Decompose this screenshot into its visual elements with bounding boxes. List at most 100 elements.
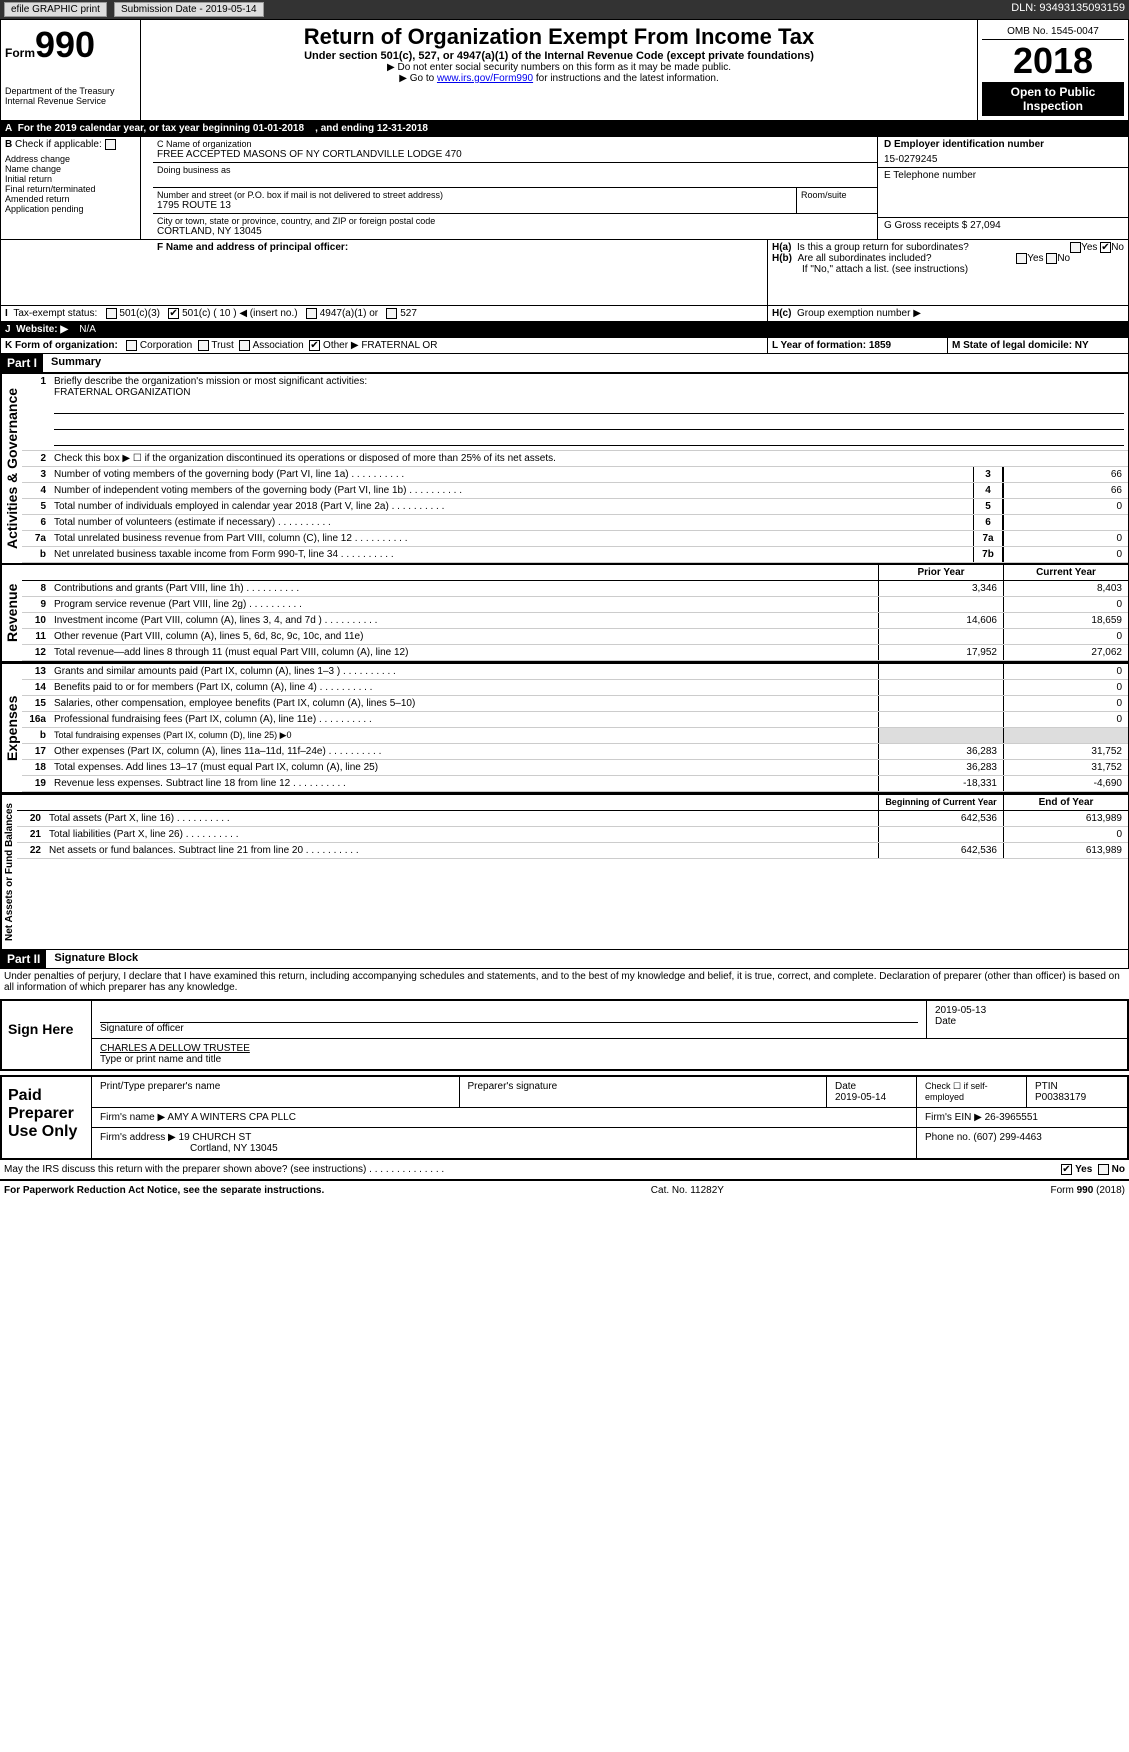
- i-501c3[interactable]: [106, 308, 117, 319]
- end-year-header: End of Year: [1003, 795, 1128, 810]
- beginning-year-header: Beginning of Current Year: [878, 795, 1003, 810]
- line11-current: 0: [1003, 629, 1128, 644]
- paid-preparer-label: Paid Preparer Use Only: [2, 1077, 92, 1158]
- line20-begin: 642,536: [878, 811, 1003, 826]
- discuss-no[interactable]: [1098, 1164, 1109, 1175]
- hc-label: Group exemption number ▶: [797, 308, 921, 319]
- line13-prior: [878, 664, 1003, 679]
- prep-date-value: 2019-05-14: [835, 1092, 886, 1103]
- line17-label: Other expenses (Part IX, column (A), lin…: [50, 744, 878, 759]
- firm-city-value: Cortland, NY 13045: [190, 1143, 278, 1154]
- firm-name-value: AMY A WINTERS CPA PLLC: [167, 1112, 296, 1123]
- line11-label: Other revenue (Part VIII, column (A), li…: [50, 629, 878, 644]
- print-preparer-label: Print/Type preparer's name: [100, 1081, 220, 1092]
- i-527[interactable]: [386, 308, 397, 319]
- ha-no[interactable]: [1100, 242, 1111, 253]
- i-501c[interactable]: [168, 308, 179, 319]
- form-footer: Form 990 (2018): [1051, 1185, 1125, 1196]
- sec-d-label: D Employer identification number: [884, 139, 1122, 150]
- line9-label: Program service revenue (Part VIII, line…: [50, 597, 878, 612]
- form-header: Form990 Department of the Treasury Inter…: [0, 19, 1129, 121]
- line21-begin: [878, 827, 1003, 842]
- hb-no[interactable]: [1046, 253, 1057, 264]
- hb-yes[interactable]: [1016, 253, 1027, 264]
- line16b-current: [1003, 728, 1128, 743]
- line22-begin: 642,536: [878, 843, 1003, 858]
- submission-button[interactable]: Submission Date - 2019-05-14: [114, 2, 264, 17]
- line18-current: 31,752: [1003, 760, 1128, 775]
- line7b-label: Net unrelated business taxable income fr…: [50, 547, 973, 562]
- firm-addr-value: 19 CHURCH ST: [179, 1132, 252, 1143]
- sec-m-label: M State of legal domicile: NY: [952, 340, 1089, 351]
- line9-prior: [878, 597, 1003, 612]
- discuss-yes[interactable]: [1061, 1164, 1072, 1175]
- ha-yes[interactable]: [1070, 242, 1081, 253]
- line19-current: -4,690: [1003, 776, 1128, 791]
- row-a-label: A: [5, 123, 12, 134]
- line1-label: Briefly describe the organization's miss…: [54, 376, 367, 387]
- sig-officer-label: Signature of officer: [100, 1023, 184, 1034]
- self-employed-label: Check ☐ if self-employed: [925, 1081, 988, 1102]
- efile-button[interactable]: efile GRAPHIC print: [4, 2, 107, 17]
- perjury-text: Under penalties of perjury, I declare th…: [0, 969, 1129, 995]
- line3-label: Number of voting members of the governin…: [50, 467, 973, 482]
- dln-text: DLN: 93493135093159: [1011, 2, 1125, 17]
- k-trust[interactable]: [198, 340, 209, 351]
- check-initial-return: Initial return: [5, 174, 136, 184]
- form-subtitle: Under section 501(c), 527, or 4947(a)(1)…: [145, 50, 973, 62]
- line16b-label: Total fundraising expenses (Part IX, col…: [50, 728, 878, 743]
- form-note-link: ▶ Go to www.irs.gov/Form990 for instruct…: [145, 73, 973, 84]
- dept-treasury: Department of the Treasury: [5, 86, 136, 96]
- line16a-current: 0: [1003, 712, 1128, 727]
- line8-prior: 3,346: [878, 581, 1003, 596]
- row-a-calendar: For the 2019 calendar year, or tax year …: [18, 123, 304, 134]
- line19-label: Revenue less expenses. Subtract line 18 …: [50, 776, 878, 791]
- part1-title: Summary: [43, 354, 109, 372]
- line12-current: 27,062: [1003, 645, 1128, 660]
- line2-label: Check this box ▶ ☐ if the organization d…: [50, 451, 1128, 466]
- check-amended-return: Amended return: [5, 194, 136, 204]
- i-4947[interactable]: [306, 308, 317, 319]
- sec-b-check-label: Check if applicable:: [15, 139, 102, 150]
- cat-number: Cat. No. 11282Y: [651, 1185, 724, 1196]
- org-name: FREE ACCEPTED MASONS OF NY CORTLANDVILLE…: [157, 149, 873, 160]
- check-name-change: Name change: [5, 164, 136, 174]
- line8-current: 8,403: [1003, 581, 1128, 596]
- line21-end: 0: [1003, 827, 1128, 842]
- line6-label: Total number of volunteers (estimate if …: [50, 515, 973, 530]
- line18-label: Total expenses. Add lines 13–17 (must eq…: [50, 760, 878, 775]
- line16b-prior: [878, 728, 1003, 743]
- open-public-badge: Open to Public Inspection: [982, 82, 1124, 116]
- irs-link[interactable]: www.irs.gov/Form990: [437, 73, 533, 84]
- line20-end: 613,989: [1003, 811, 1128, 826]
- line18-prior: 36,283: [878, 760, 1003, 775]
- line14-prior: [878, 680, 1003, 695]
- line16a-prior: [878, 712, 1003, 727]
- line22-label: Net assets or fund balances. Subtract li…: [45, 843, 878, 858]
- sig-date-value: 2019-05-13: [935, 1005, 1119, 1016]
- room-label: Room/suite: [801, 190, 873, 200]
- line13-label: Grants and similar amounts paid (Part IX…: [50, 664, 878, 679]
- line20-label: Total assets (Part X, line 16): [45, 811, 878, 826]
- sign-here-label: Sign Here: [2, 1001, 92, 1069]
- k-corp[interactable]: [126, 340, 137, 351]
- check-final-return: Final return/terminated: [5, 184, 136, 194]
- line7b-value: 0: [1003, 547, 1128, 562]
- website-value: N/A: [79, 324, 96, 335]
- sec-e-label: E Telephone number: [884, 170, 1122, 181]
- sec-l-label: L Year of formation: 1859: [772, 340, 891, 351]
- firm-ein-label: Firm's EIN ▶: [925, 1112, 982, 1123]
- k-assoc[interactable]: [239, 340, 250, 351]
- line16a-label: Professional fundraising fees (Part IX, …: [50, 712, 878, 727]
- k-other[interactable]: [309, 340, 320, 351]
- check-applicable[interactable]: [105, 139, 116, 150]
- efile-top-bar: efile GRAPHIC print Submission Date - 20…: [0, 0, 1129, 19]
- line4-label: Number of independent voting members of …: [50, 483, 973, 498]
- sec-f-label: F Name and address of principal officer:: [157, 242, 348, 253]
- side-expenses: Expenses: [1, 664, 22, 792]
- ein-value: 15-0279245: [884, 154, 1122, 165]
- phone-label: Phone no.: [925, 1132, 971, 1143]
- line7a-label: Total unrelated business revenue from Pa…: [50, 531, 973, 546]
- line6-value: [1003, 515, 1128, 530]
- row-a-ending: , and ending 12-31-2018: [315, 123, 428, 134]
